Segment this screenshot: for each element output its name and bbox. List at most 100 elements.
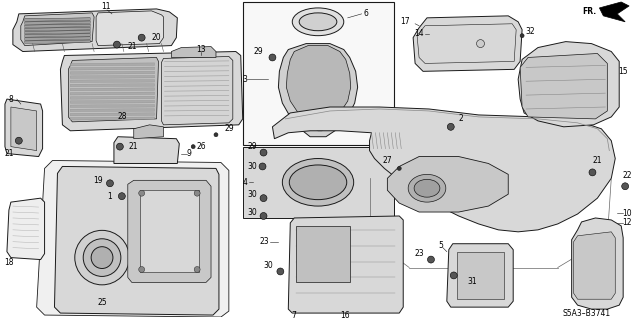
Text: FR.: FR. [582,7,596,16]
Polygon shape [36,161,229,317]
Text: 30: 30 [248,208,257,217]
Circle shape [194,267,200,272]
Circle shape [118,193,125,200]
Polygon shape [288,216,403,313]
Circle shape [477,40,484,48]
Text: 6: 6 [363,9,368,18]
Polygon shape [70,109,154,112]
Circle shape [260,212,267,220]
Polygon shape [70,96,154,99]
Ellipse shape [83,239,121,276]
Text: 19: 19 [93,176,103,185]
Circle shape [451,272,457,279]
Text: 30: 30 [248,190,257,199]
Polygon shape [278,44,358,137]
Circle shape [138,34,145,41]
Polygon shape [447,244,513,307]
Polygon shape [11,107,36,151]
Polygon shape [70,117,154,120]
Polygon shape [70,105,154,108]
Polygon shape [25,40,90,44]
Text: 23: 23 [414,249,424,258]
Text: 29: 29 [254,47,264,56]
Polygon shape [600,2,629,22]
Polygon shape [25,18,90,21]
Text: 29: 29 [224,124,234,133]
Polygon shape [96,11,163,45]
Polygon shape [25,21,90,24]
Text: 2: 2 [458,114,463,124]
Text: 12: 12 [622,219,632,228]
Circle shape [191,145,195,148]
Polygon shape [68,58,159,122]
Polygon shape [70,113,154,116]
Polygon shape [286,45,351,131]
Text: 21: 21 [127,42,136,51]
Polygon shape [520,53,607,119]
Text: 7: 7 [292,310,297,320]
Polygon shape [128,180,211,282]
Circle shape [116,143,124,150]
Circle shape [106,180,113,187]
Polygon shape [114,137,179,164]
Circle shape [277,268,284,275]
Circle shape [260,149,267,156]
Polygon shape [134,125,163,139]
Ellipse shape [299,13,337,31]
Polygon shape [70,84,154,87]
Polygon shape [573,232,615,299]
Polygon shape [70,76,154,78]
Text: 20: 20 [152,33,161,42]
Polygon shape [54,166,219,315]
Ellipse shape [75,230,129,285]
Text: 9: 9 [187,149,191,158]
Polygon shape [70,100,154,103]
Text: 32: 32 [525,27,535,36]
Polygon shape [296,226,349,282]
Polygon shape [273,107,615,232]
Text: 25: 25 [97,298,107,307]
Text: 31: 31 [468,277,477,286]
Text: 1: 1 [108,192,113,201]
Text: 10: 10 [622,209,632,218]
Polygon shape [13,9,177,52]
Text: 30: 30 [248,162,257,171]
Polygon shape [417,24,516,63]
Text: 26: 26 [196,142,206,151]
Text: 16: 16 [340,310,349,320]
Polygon shape [20,13,94,45]
Polygon shape [243,2,394,145]
Circle shape [520,34,524,38]
Circle shape [269,54,276,61]
Text: 30: 30 [264,261,273,270]
Circle shape [214,133,218,137]
Text: 13: 13 [196,45,206,54]
Text: S5A3–B3741: S5A3–B3741 [563,309,611,318]
Polygon shape [70,71,154,74]
Polygon shape [518,42,620,127]
Polygon shape [413,16,522,71]
Polygon shape [387,156,508,212]
Text: 21: 21 [4,149,13,158]
Text: 4: 4 [243,178,247,187]
Text: 23: 23 [260,237,269,246]
Ellipse shape [282,158,354,206]
Text: 11: 11 [101,3,111,12]
Polygon shape [243,147,394,218]
Polygon shape [70,88,154,91]
Polygon shape [25,27,90,31]
Circle shape [447,123,454,130]
Ellipse shape [292,8,344,36]
Polygon shape [70,63,154,66]
Polygon shape [70,67,154,70]
Text: 29: 29 [248,142,257,151]
Polygon shape [572,218,623,309]
Ellipse shape [289,165,347,200]
Polygon shape [70,80,154,83]
Polygon shape [25,30,90,34]
Circle shape [260,195,267,202]
Text: 15: 15 [618,67,628,76]
Text: 18: 18 [4,258,13,267]
Polygon shape [140,190,199,272]
Polygon shape [5,99,43,156]
